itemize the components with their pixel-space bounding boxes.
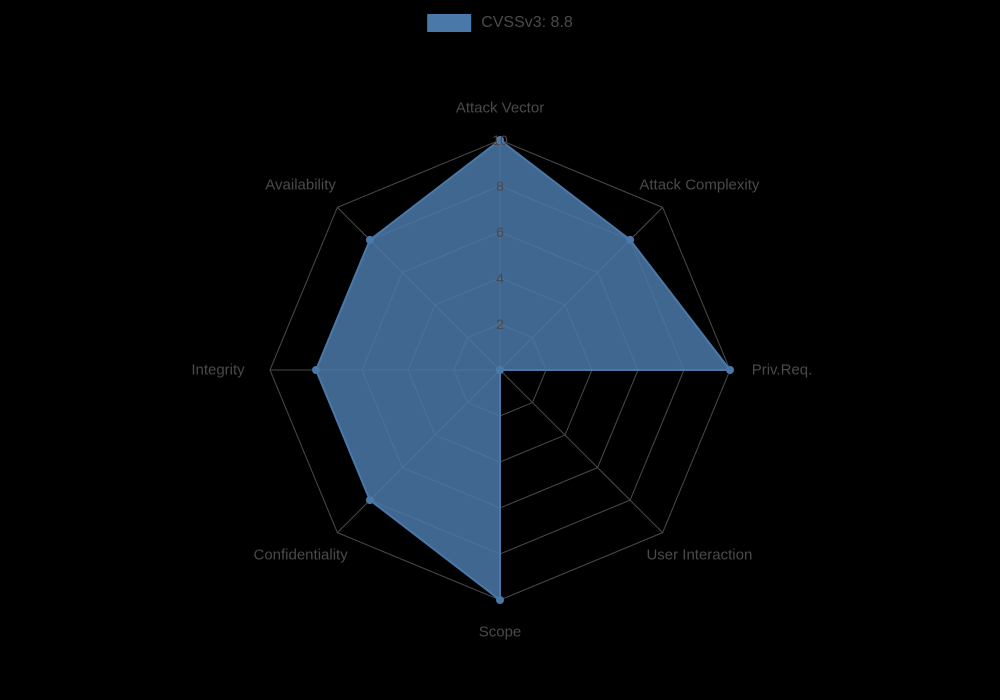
- data-polygon: [316, 140, 730, 600]
- tick-label: 2: [496, 316, 504, 332]
- axis-label: Scope: [479, 624, 522, 641]
- axis-label: Availability: [265, 176, 336, 193]
- tick-label: 4: [496, 270, 504, 286]
- data-point: [366, 496, 374, 504]
- axis-label: User Interaction: [646, 547, 752, 564]
- data-point: [626, 236, 634, 244]
- grid-spoke: [500, 370, 663, 533]
- data-point: [496, 366, 504, 374]
- radar-chart-container: CVSSv3: 8.8 246810Attack VectorAttack Co…: [0, 0, 1000, 700]
- data-point: [496, 596, 504, 604]
- tick-label: 10: [492, 132, 508, 148]
- axis-label: Integrity: [191, 362, 244, 379]
- data-point: [366, 236, 374, 244]
- axis-label: Attack Vector: [456, 100, 544, 117]
- tick-label: 6: [496, 224, 504, 240]
- axis-label: Attack Complexity: [639, 176, 759, 193]
- tick-label: 8: [496, 178, 504, 194]
- data-point: [312, 366, 320, 374]
- axis-label: Confidentiality: [253, 547, 347, 564]
- data-point: [726, 366, 734, 374]
- axis-label: Priv.Req.: [752, 362, 813, 379]
